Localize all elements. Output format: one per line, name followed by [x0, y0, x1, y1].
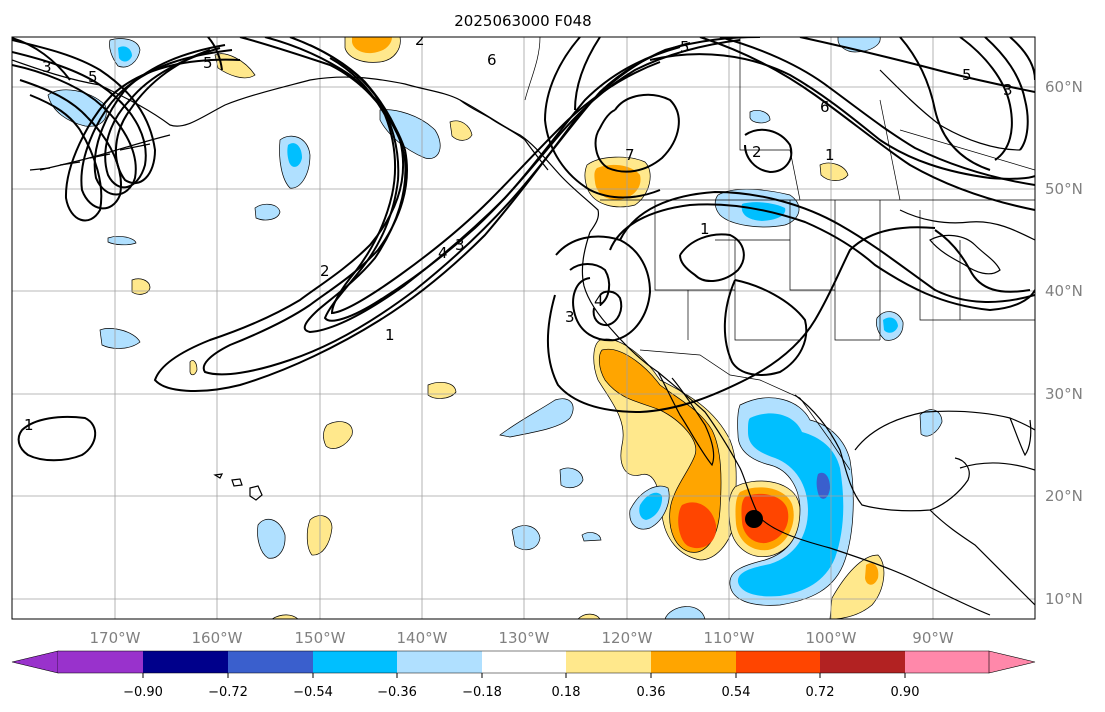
lon-label: 140°W — [397, 629, 448, 647]
colorbar-tick-label: −0.90 — [123, 685, 163, 700]
colorbar-segment — [313, 651, 397, 673]
contour-label: 6 — [820, 98, 830, 116]
height-contours — [12, 37, 1035, 462]
contour-label: 2 — [415, 31, 425, 49]
colorbar-segment — [228, 651, 313, 673]
lon-label: 150°W — [295, 629, 346, 647]
contour-label: 4 — [594, 292, 604, 310]
colorbar-segment — [397, 651, 482, 673]
contour-label: 7 — [625, 146, 635, 164]
graticule — [12, 37, 1035, 619]
contour-label: 3 — [42, 58, 52, 76]
colorbar-ticks — [142, 673, 906, 678]
colorbar-segment — [482, 651, 566, 673]
map-title: 2025063000 F048 — [454, 12, 591, 30]
colorbar-tick-label: 0.72 — [806, 685, 835, 700]
lat-label: 10°N — [1045, 590, 1083, 608]
contour-label: 1 — [24, 416, 34, 434]
contour-label: 5 — [962, 66, 972, 84]
shading-layer — [47, 37, 943, 619]
coastlines — [12, 59, 1035, 616]
colorbar-tick-label: −0.72 — [208, 685, 248, 700]
lon-label: 110°W — [704, 629, 755, 647]
map-area: 3 5 2 5 6 5 6 7 2 3 5 1 4 3 2 1 1 3 4 1 — [12, 31, 1035, 619]
lon-label: 170°W — [90, 629, 141, 647]
colorbar-segment — [820, 651, 905, 673]
lon-label: 100°W — [806, 629, 857, 647]
contour-label: 3 — [565, 308, 575, 326]
contour-label: 1 — [825, 146, 835, 164]
colorbar-tick-label: −0.18 — [462, 685, 502, 700]
longitude-labels: 170°W 160°W 150°W 140°W 130°W 120°W 110°… — [90, 629, 954, 647]
contour-label: 2 — [752, 143, 762, 161]
colorbar-tick-label: 0.54 — [722, 685, 751, 700]
colorbar-segment — [651, 651, 736, 673]
contour-label: 4 — [438, 244, 448, 262]
lat-label: 40°N — [1045, 282, 1083, 300]
contour-label: 6 — [487, 51, 497, 69]
contour-label: 2 — [320, 262, 330, 280]
contour-label: 3 — [1003, 81, 1013, 99]
lon-label: 90°W — [912, 629, 954, 647]
colorbar-extend-low — [11, 650, 59, 674]
colorbar-segment — [736, 651, 820, 673]
colorbar-segment — [566, 651, 651, 673]
lon-label: 120°W — [602, 629, 653, 647]
lon-label: 160°W — [192, 629, 243, 647]
colorbar-segment — [143, 651, 228, 673]
contour-label: 1 — [385, 326, 395, 344]
contour-label: 5 — [680, 38, 690, 56]
contour-label: 5 — [88, 68, 98, 86]
contour-label: 3 — [455, 236, 465, 254]
lon-label: 130°W — [499, 629, 550, 647]
colorbar-segment — [58, 651, 143, 673]
latitude-labels: 60°N 50°N 40°N 30°N 20°N 10°N — [1045, 78, 1083, 608]
colorbar-tick-label: 0.36 — [637, 685, 666, 700]
colorbar-tick-label: 0.90 — [891, 685, 920, 700]
colorbar-tick-label: 0.18 — [552, 685, 581, 700]
colorbar-tick-label: −0.36 — [377, 685, 417, 700]
contour-labels: 3 5 2 5 6 5 6 7 2 3 5 1 4 3 2 1 1 3 4 1 — [24, 31, 1013, 434]
colorbar-segment — [905, 651, 989, 673]
colorbar: −0.90 −0.72 −0.54 −0.36 −0.18 0.18 0.36 … — [11, 650, 1036, 700]
lat-label: 20°N — [1045, 487, 1083, 505]
map-frame — [11, 36, 1036, 620]
lat-label: 60°N — [1045, 78, 1083, 96]
storm-center-marker — [745, 510, 763, 528]
colorbar-tick-label: −0.54 — [293, 685, 333, 700]
lat-label: 30°N — [1045, 385, 1083, 403]
contour-label: 1 — [700, 220, 710, 238]
contour-label: 5 — [203, 54, 213, 72]
colorbar-extend-high — [988, 650, 1036, 674]
lat-label: 50°N — [1045, 180, 1083, 198]
